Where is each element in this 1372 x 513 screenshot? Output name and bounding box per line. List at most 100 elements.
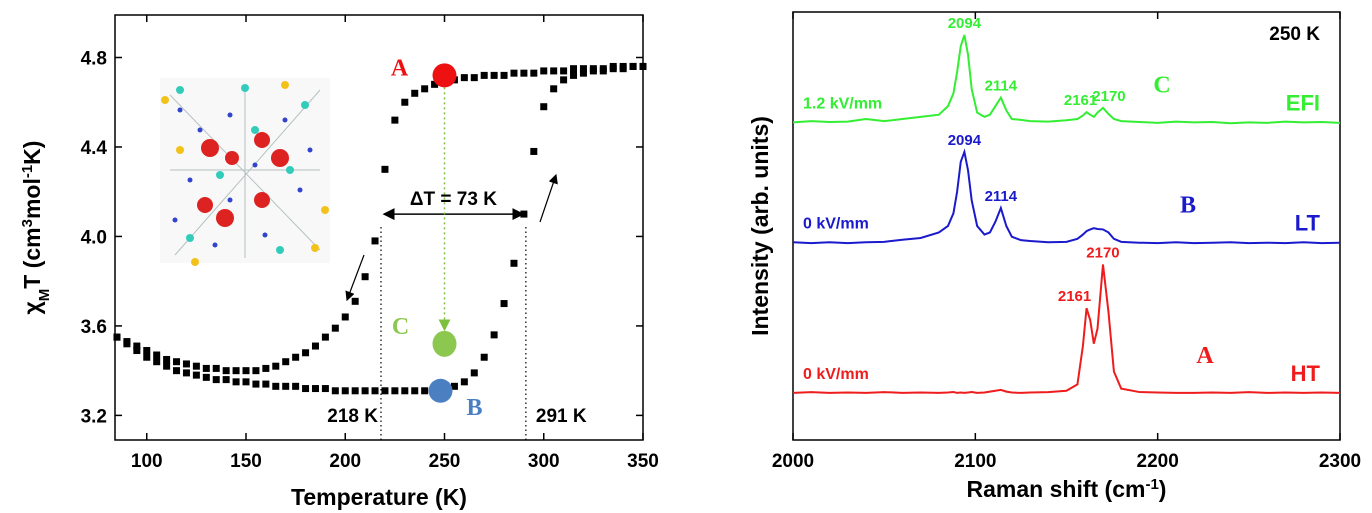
data-point <box>470 74 478 82</box>
spectrum <box>792 34 1341 125</box>
data-point <box>192 362 200 370</box>
data-point <box>540 103 548 111</box>
data-point <box>153 358 161 366</box>
data-point <box>331 324 339 332</box>
data-point <box>381 165 389 173</box>
data-point <box>460 74 468 82</box>
transition-label: 291 K <box>536 406 587 427</box>
data-point <box>232 367 240 375</box>
x-tick-label: 2200 <box>1137 451 1179 472</box>
data-point <box>401 387 409 395</box>
data-point <box>411 89 419 97</box>
x-axis-title: Temperature (K) <box>291 484 467 510</box>
y-axis-title: χMT (cm3mol-1K) <box>19 141 53 315</box>
data-point <box>401 98 409 106</box>
data-point <box>341 387 349 395</box>
data-point <box>510 69 518 77</box>
cooling-arrow <box>345 254 365 302</box>
transition-label: 218 K <box>327 406 378 427</box>
state-label: B <box>1180 192 1196 218</box>
annotation: 250 K <box>1269 24 1320 45</box>
data-point <box>262 364 270 372</box>
series-name: HT <box>1291 361 1321 386</box>
label-part: mol <box>19 178 45 219</box>
label-part: K) <box>19 141 45 165</box>
data-point <box>163 362 171 370</box>
data-point <box>500 71 508 79</box>
data-point <box>361 273 369 281</box>
data-point <box>292 353 300 361</box>
data-point <box>361 387 369 395</box>
data-point <box>173 367 181 375</box>
y-tick-label: 4.8 <box>81 49 107 70</box>
data-point <box>351 387 359 395</box>
data-point <box>143 353 151 361</box>
label-part: M <box>36 289 53 302</box>
x-tick-label: 350 <box>627 451 659 472</box>
data-point <box>470 369 478 377</box>
data-point <box>351 297 359 305</box>
data-point <box>311 385 319 393</box>
field-label: 0 kV/mm <box>803 215 869 232</box>
data-point <box>550 85 558 93</box>
data-point <box>242 378 250 386</box>
x-tick-label: 150 <box>230 451 262 472</box>
spectrum <box>792 148 1341 245</box>
y-tick-label: 3.2 <box>81 406 107 427</box>
plot-frame <box>114 14 644 441</box>
data-point <box>609 65 617 73</box>
label-part: 3 <box>19 219 36 227</box>
field-label: 0 kV/mm <box>803 366 869 383</box>
label-part: -1 <box>19 165 36 178</box>
data-point <box>500 300 508 308</box>
x-tick-label: 2000 <box>772 451 814 472</box>
peak-label: 2170 <box>1086 245 1119 262</box>
data-point <box>182 369 190 377</box>
data-point <box>421 387 429 395</box>
data-point <box>163 355 171 363</box>
data-point <box>480 353 488 361</box>
data-point <box>222 367 230 375</box>
data-point <box>530 147 538 155</box>
x-tick-label: 300 <box>528 451 560 472</box>
data-point <box>639 62 647 70</box>
data-point <box>391 387 399 395</box>
delta-label: ΔT = 73 K <box>410 189 497 210</box>
label-part: Raman shift (cm <box>967 476 1146 502</box>
data-point <box>302 385 310 393</box>
data-point <box>331 387 339 395</box>
peak-label: 2114 <box>985 188 1018 205</box>
data-point <box>540 67 548 75</box>
data-point <box>173 358 181 366</box>
data-point <box>431 80 439 88</box>
data-point <box>113 333 121 341</box>
data-point <box>450 382 458 390</box>
data-point <box>182 360 190 368</box>
data-point <box>272 382 280 390</box>
peak-label: 2094 <box>948 15 982 32</box>
data-point <box>212 364 220 372</box>
data-point <box>321 385 329 393</box>
state-label: A <box>1196 343 1214 369</box>
data-point <box>560 67 568 75</box>
data-point <box>252 380 260 388</box>
peak-label: 2161 <box>1058 288 1091 305</box>
peak-label: 2170 <box>1092 88 1125 105</box>
data-point <box>302 349 310 357</box>
structure-inset <box>160 78 330 266</box>
x-tick-label: 2100 <box>954 451 996 472</box>
data-point <box>411 387 419 395</box>
label-part: ) <box>1159 476 1167 502</box>
state-point <box>428 378 453 403</box>
data-point <box>579 69 587 77</box>
y-tick-label: 4.4 <box>81 138 108 159</box>
data-point <box>232 378 240 386</box>
y-axis-title: Intensity (arb. units) <box>747 116 773 336</box>
data-point <box>421 85 429 93</box>
data-point <box>371 237 379 245</box>
spectrum <box>792 264 1341 394</box>
data-point <box>371 387 379 395</box>
state-label: A <box>391 55 409 81</box>
data-point <box>381 387 389 395</box>
data-point <box>460 378 468 386</box>
